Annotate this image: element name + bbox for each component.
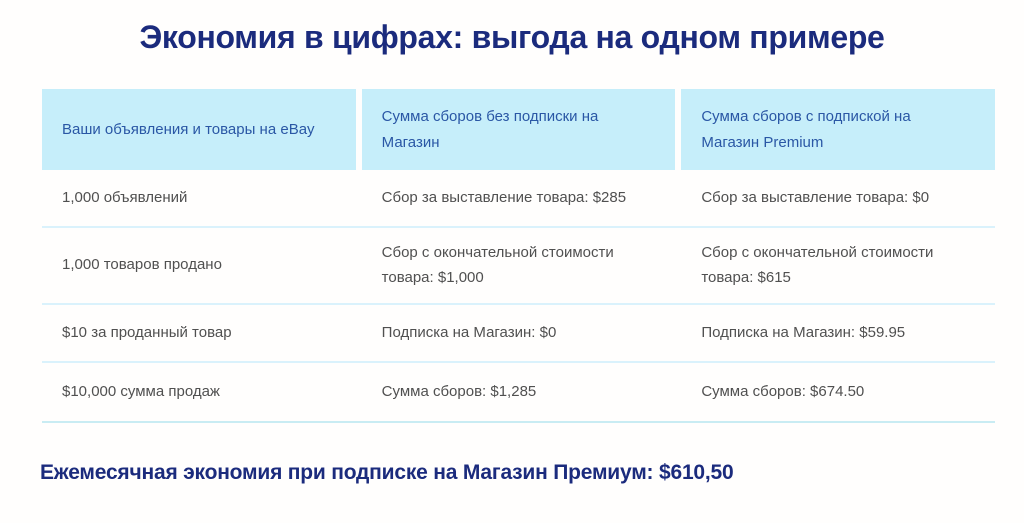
table-header-listings: Ваши объявления и товары на eBay [42,89,356,170]
table-cell: Подписка на Магазин: $0 [381,323,557,341]
table-cell: Сбор за выставление товара: $285 [381,188,627,206]
table-cell: Сбор за выставление товара: $0 [701,188,930,206]
table-cell: Сбор с окончательной стоимости товара: $… [701,243,934,286]
table-cell: Подписка на Магазин: $59.95 [701,323,906,341]
table-header-label: Сумма сборов без подписки на Магазин [381,108,599,151]
table-cell: $10,000 сумма продаж [62,382,220,400]
table-row: $10,000 сумма продаж Сумма сборов: $1,28… [42,363,995,423]
table-header-fees-with-subscription: Сумма сборов с подпиской на Магазин Prem… [681,89,995,170]
table-header-label: Ваши объявления и товары на eBay [62,120,315,138]
fees-comparison-table: Ваши объявления и товары на eBay Сумма с… [42,89,995,423]
monthly-savings-summary: Ежемесячная экономия при подписке на Маг… [40,461,734,484]
table-cell: $10 за проданный товар [62,323,232,341]
table-cell: Сумма сборов: $1,285 [381,382,537,400]
table-row: 1,000 товаров продано Сбор с окончательн… [42,228,995,305]
table-cell: Сумма сборов: $674.50 [701,382,865,400]
table-header-label: Сумма сборов с подпиской на Магазин Prem… [701,108,911,151]
table-header-fees-without-subscription: Сумма сборов без подписки на Магазин [361,89,676,170]
table-cell: 1,000 товаров продано [62,256,222,274]
table-cell: 1,000 объявлений [62,188,188,206]
table-row: $10 за проданный товар Подписка на Магаз… [42,305,995,363]
table-row: 1,000 объявлений Сбор за выставление тов… [42,170,995,228]
table-cell: Сбор с окончательной стоимости товара: $… [381,243,614,286]
page-title: Экономия в цифрах: выгода на одном приме… [139,19,885,55]
table-header-row: Ваши объявления и товары на eBay Сумма с… [42,89,995,170]
